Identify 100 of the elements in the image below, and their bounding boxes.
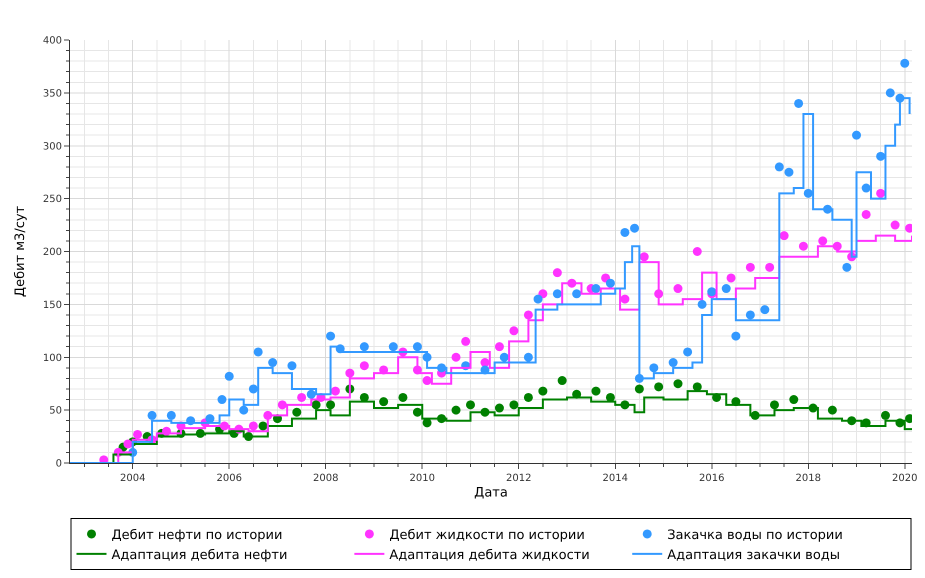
point [398, 392, 408, 402]
y-tick-label: 400 [42, 36, 62, 46]
point [524, 392, 533, 402]
point [326, 332, 336, 341]
y-tick-label: 150 [42, 300, 62, 311]
point [862, 210, 871, 219]
point [287, 361, 296, 370]
x-tick-label: 2014 [602, 473, 628, 484]
x-tick-label: 2004 [120, 473, 146, 484]
point [509, 326, 518, 336]
point [668, 358, 678, 368]
legend-label: Дебит нефти по истории [112, 528, 282, 544]
point [552, 289, 562, 298]
point [248, 421, 258, 430]
point [746, 310, 755, 320]
legend-label: Дебит жидкости по истории [389, 528, 585, 544]
point [500, 352, 509, 362]
point [692, 247, 702, 256]
x-tick-label: 2016 [699, 473, 724, 484]
point [452, 352, 461, 362]
point [760, 305, 770, 314]
point [509, 400, 518, 410]
point [780, 231, 789, 240]
point [818, 236, 828, 246]
point [422, 376, 432, 386]
point [890, 220, 900, 230]
point [494, 404, 504, 413]
point [746, 262, 755, 272]
point [388, 342, 398, 352]
point [524, 352, 533, 362]
point [494, 342, 504, 352]
point [726, 273, 736, 282]
point [804, 188, 813, 198]
point [654, 382, 664, 392]
point [466, 400, 475, 410]
point [620, 294, 630, 304]
legend-label: Адаптация закачки воды [667, 548, 840, 563]
legend-label: Адаптация дебита жидкости [389, 548, 590, 563]
point [880, 410, 890, 420]
point [673, 379, 682, 388]
y-tick-label: 200 [42, 247, 62, 258]
point [900, 58, 910, 68]
point [538, 386, 548, 396]
y-tick-label: 350 [42, 88, 62, 100]
point [606, 278, 615, 288]
point [217, 395, 226, 404]
point [278, 400, 287, 410]
point [591, 284, 600, 294]
y-tick-label: 250 [42, 194, 62, 206]
point [412, 408, 422, 417]
point [842, 262, 852, 272]
legend-label: Закачка воды по истории [667, 528, 843, 544]
point [876, 188, 886, 198]
point [649, 363, 658, 372]
point [862, 184, 871, 193]
point [326, 400, 336, 410]
point [774, 162, 784, 172]
point [360, 342, 369, 352]
y-tick-label: 100 [42, 352, 62, 364]
point [254, 347, 263, 356]
point [292, 408, 302, 417]
point [452, 406, 461, 415]
point [360, 361, 369, 370]
point [534, 294, 543, 304]
point [886, 88, 895, 98]
x-tick-label: 2010 [410, 473, 435, 484]
point [558, 376, 567, 386]
point [133, 430, 142, 439]
point [784, 168, 794, 177]
x-tick-label: 2018 [796, 473, 821, 484]
point [828, 406, 837, 415]
point [770, 400, 779, 410]
point [248, 384, 258, 394]
x-tick-label: 2008 [313, 473, 338, 484]
point [876, 152, 886, 161]
point [552, 268, 562, 278]
point [620, 228, 630, 237]
point [268, 358, 278, 368]
point [765, 262, 774, 272]
x-tick-label: 2020 [892, 473, 918, 484]
point [224, 372, 234, 381]
point [461, 336, 470, 346]
point [330, 386, 340, 396]
x-tick-label: 2012 [506, 473, 532, 484]
point [345, 368, 354, 378]
point [731, 332, 740, 341]
point [258, 421, 268, 430]
point [524, 310, 533, 320]
point [148, 410, 157, 420]
y-axis-title: Дебит м3/сут [12, 205, 28, 298]
point [634, 384, 644, 394]
point [312, 400, 321, 410]
point [630, 224, 640, 233]
point [798, 242, 808, 251]
y-tick-label: 50 [49, 406, 62, 417]
y-tick-label: 300 [42, 141, 62, 152]
point [722, 284, 731, 294]
point [852, 130, 862, 140]
point [591, 386, 600, 396]
point [794, 98, 804, 108]
